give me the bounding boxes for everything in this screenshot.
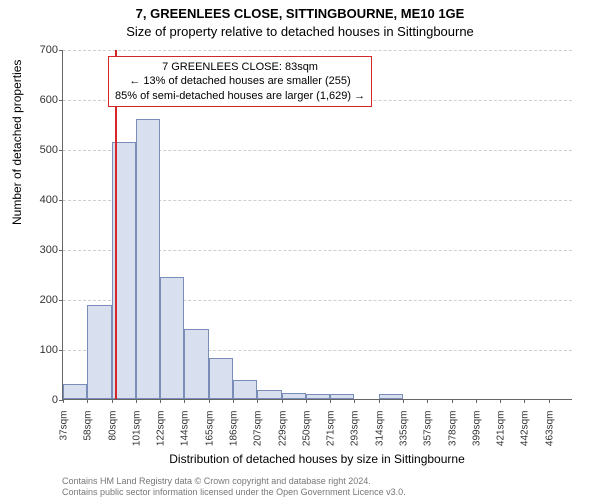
x-tick-mark bbox=[403, 399, 404, 403]
y-tick-mark bbox=[59, 150, 63, 151]
histogram-bar bbox=[330, 394, 354, 399]
annotation-line: ← 13% of detached houses are smaller (25… bbox=[115, 74, 365, 88]
footer-attribution: Contains HM Land Registry data © Crown c… bbox=[62, 476, 406, 498]
y-tick-mark bbox=[59, 100, 63, 101]
histogram-bar bbox=[209, 358, 233, 399]
chart-title-sub: Size of property relative to detached ho… bbox=[0, 24, 600, 39]
footer-line-2: Contains public sector information licen… bbox=[62, 487, 406, 498]
x-tick-mark bbox=[112, 399, 113, 403]
y-tick-label: 700 bbox=[18, 44, 58, 56]
histogram-bar bbox=[257, 390, 281, 399]
y-tick-label: 300 bbox=[18, 244, 58, 256]
gridline bbox=[63, 50, 572, 51]
y-tick-mark bbox=[59, 300, 63, 301]
y-tick-label: 500 bbox=[18, 144, 58, 156]
x-tick-mark bbox=[476, 399, 477, 403]
x-tick-mark bbox=[330, 399, 331, 403]
histogram-bar bbox=[306, 394, 330, 399]
y-tick-label: 200 bbox=[18, 294, 58, 306]
chart-title-main: 7, GREENLEES CLOSE, SITTINGBOURNE, ME10 … bbox=[0, 6, 600, 21]
footer-line-1: Contains HM Land Registry data © Crown c… bbox=[62, 476, 406, 487]
x-tick-mark bbox=[184, 399, 185, 403]
annotation-box: 7 GREENLEES CLOSE: 83sqm← 13% of detache… bbox=[108, 56, 372, 107]
annotation-line: 85% of semi-detached houses are larger (… bbox=[115, 89, 365, 103]
y-tick-label: 0 bbox=[18, 394, 58, 406]
x-tick-mark bbox=[160, 399, 161, 403]
histogram-bar bbox=[233, 380, 257, 399]
y-tick-label: 600 bbox=[18, 94, 58, 106]
y-tick-label: 400 bbox=[18, 194, 58, 206]
x-tick-mark bbox=[306, 399, 307, 403]
x-tick-mark bbox=[354, 399, 355, 403]
histogram-bar bbox=[184, 329, 208, 399]
x-tick-mark bbox=[524, 399, 525, 403]
x-tick-mark bbox=[500, 399, 501, 403]
x-tick-mark bbox=[379, 399, 380, 403]
annotation-line: 7 GREENLEES CLOSE: 83sqm bbox=[115, 60, 365, 74]
x-axis-label: Distribution of detached houses by size … bbox=[62, 452, 572, 466]
x-tick-mark bbox=[452, 399, 453, 403]
chart-container: 7, GREENLEES CLOSE, SITTINGBOURNE, ME10 … bbox=[0, 0, 600, 500]
histogram-bar bbox=[379, 394, 403, 399]
x-tick-mark bbox=[257, 399, 258, 403]
histogram-bar bbox=[160, 277, 184, 400]
histogram-bar bbox=[87, 305, 111, 399]
y-tick-label: 100 bbox=[18, 344, 58, 356]
x-tick-mark bbox=[136, 399, 137, 403]
histogram-bar bbox=[282, 393, 306, 399]
histogram-bar bbox=[136, 119, 160, 399]
x-tick-mark bbox=[87, 399, 88, 403]
y-tick-mark bbox=[59, 350, 63, 351]
y-tick-mark bbox=[59, 50, 63, 51]
x-tick-mark bbox=[549, 399, 550, 403]
x-tick-mark bbox=[427, 399, 428, 403]
y-tick-mark bbox=[59, 200, 63, 201]
y-tick-mark bbox=[59, 250, 63, 251]
histogram-bar bbox=[63, 384, 87, 399]
x-tick-mark bbox=[233, 399, 234, 403]
x-tick-mark bbox=[63, 399, 64, 403]
x-tick-mark bbox=[209, 399, 210, 403]
x-tick-mark bbox=[282, 399, 283, 403]
